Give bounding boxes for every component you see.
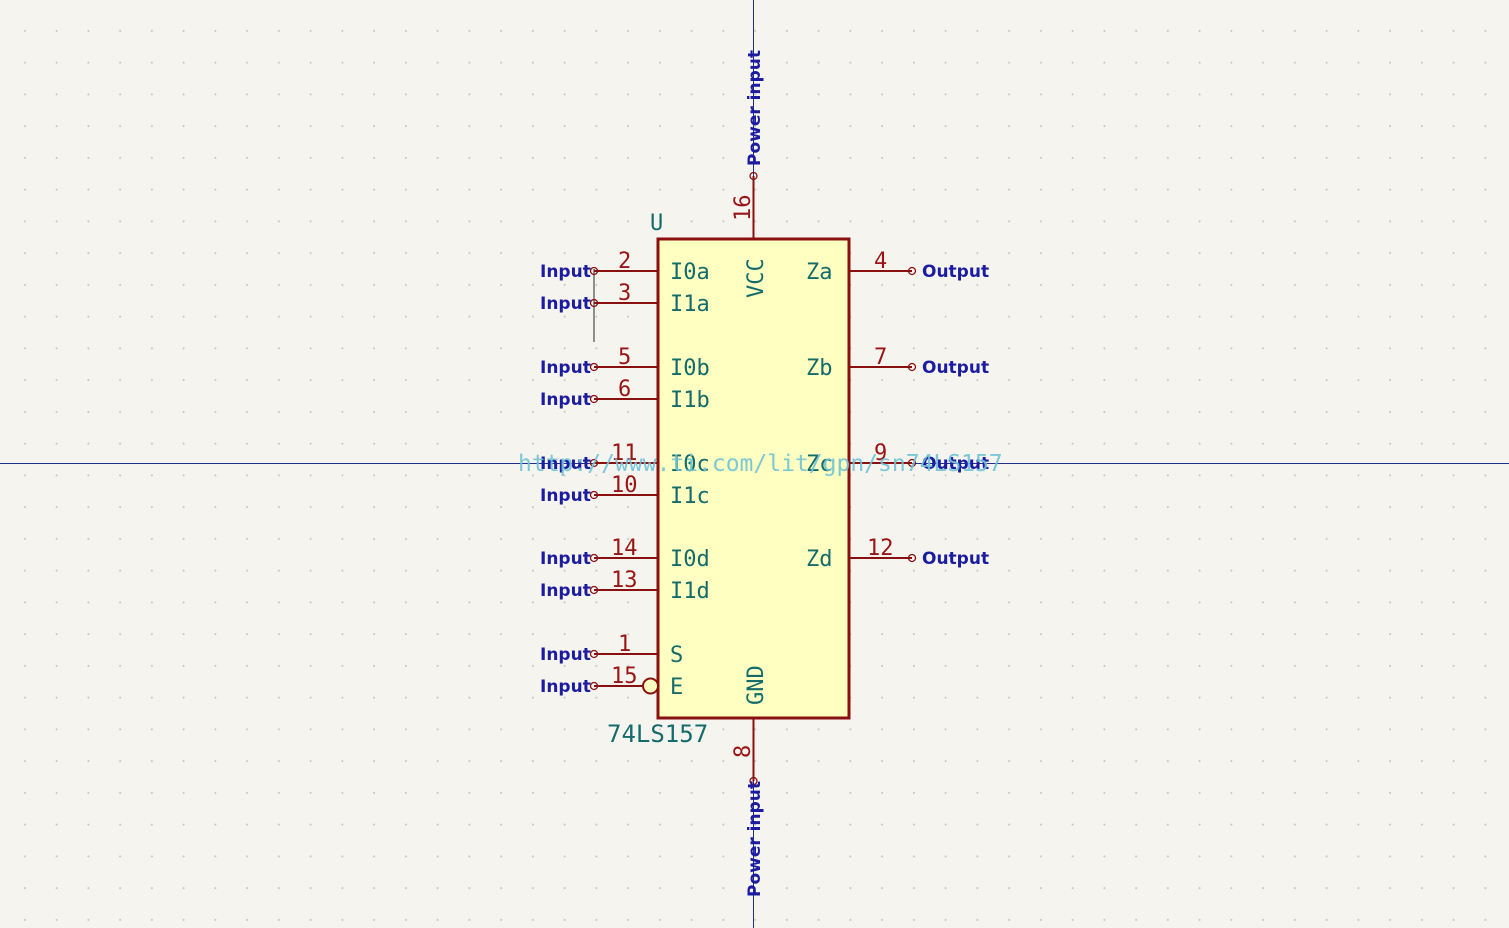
reference-designator[interactable]: U [650, 211, 663, 236]
electrical-type-i1c: Input [540, 486, 591, 506]
pin-number-i1d: 13 [611, 568, 638, 593]
electrical-type-zb: Output [922, 358, 989, 378]
datasheet-link[interactable]: http://www.ti.com/lit/gpn/sn74LS157 [518, 451, 1003, 477]
pin-number-i1a: 3 [618, 281, 631, 306]
pin-number-zc: 9 [874, 441, 887, 466]
electrical-type-i0b: Input [540, 358, 591, 378]
pin-end-marker [589, 458, 599, 468]
pin-zc[interactable]: 9 Zc Output [806, 441, 989, 477]
pin-name-i1b: I1b [670, 388, 710, 413]
pin-i0b[interactable]: 5 I0b Input [540, 345, 710, 381]
pin-i0c[interactable]: 11 I0c Input [540, 441, 710, 477]
electrical-type-i1a: Input [540, 294, 591, 314]
pin-name-zd: Zd [806, 547, 833, 572]
pin-number-vcc: 16 [731, 195, 756, 222]
pin-number-i1b: 6 [618, 377, 631, 402]
electrical-type-gnd: Power input [745, 781, 765, 897]
pin-number-i0d: 14 [611, 536, 638, 561]
electrical-type-zc: Output [922, 454, 989, 474]
pin-name-e: E [670, 675, 683, 700]
pin-s[interactable]: 1 S Input [540, 632, 683, 668]
pin-end-marker [749, 171, 758, 181]
electrical-type-s: Input [540, 645, 591, 665]
component-74ls157[interactable]: U 74LS157 [607, 211, 851, 748]
electrical-type-e: Input [540, 677, 591, 697]
pin-number-i0c: 11 [611, 441, 638, 466]
pin-i0d[interactable]: 14 I0d Input [540, 536, 710, 572]
pin-name-s: S [670, 643, 683, 668]
pin-zb[interactable]: 7 Zb Output [806, 345, 989, 381]
pin-end-marker [589, 585, 599, 595]
pin-number-i0a: 2 [618, 249, 631, 274]
pin-name-vcc: VCC [744, 258, 769, 298]
pin-i1d[interactable]: 13 I1d Input [540, 568, 710, 604]
inversion-bubble [642, 677, 659, 695]
pin-end-marker [907, 458, 917, 468]
pin-za[interactable]: 4 Za Output [806, 249, 989, 285]
pin-number-zb: 7 [874, 345, 887, 370]
pin-number-i1c: 10 [611, 473, 638, 498]
pin-i1b[interactable]: 6 I1b Input [540, 377, 710, 413]
pin-name-i0b: I0b [670, 356, 710, 381]
electrical-type-za: Output [922, 262, 989, 282]
pin-end-marker [589, 553, 599, 563]
electrical-type-i1d: Input [540, 581, 591, 601]
pin-number-gnd: 8 [731, 745, 756, 758]
pin-number-e: 15 [611, 664, 638, 689]
component-value[interactable]: 74LS157 [607, 720, 708, 748]
pin-vcc[interactable]: 16 VCC Power input [731, 50, 769, 298]
electrical-type-i0d: Input [540, 549, 591, 569]
pin-end-marker [907, 553, 917, 563]
pin-name-i0d: I0d [670, 547, 710, 572]
pin-end-marker [907, 362, 917, 372]
pin-i1a[interactable]: 3 I1a Input [540, 281, 710, 317]
pin-name-zc: Zc [806, 452, 833, 477]
electrical-type-vcc: Power input [745, 50, 765, 166]
electrical-type-i1b: Input [540, 390, 591, 410]
pin-name-i1c: I1c [670, 484, 710, 509]
pin-end-marker [589, 490, 599, 500]
pin-number-s: 1 [618, 632, 631, 657]
pin-end-marker [589, 681, 599, 691]
component-body[interactable] [656, 237, 851, 720]
pin-name-zb: Zb [806, 356, 833, 381]
pin-end-marker [589, 394, 599, 404]
pin-end-marker [749, 776, 758, 786]
electrical-type-i0c: Input [540, 454, 591, 474]
pin-end-marker [589, 298, 599, 308]
pin-end-marker [589, 266, 599, 276]
pin-number-zd: 12 [867, 536, 894, 561]
pin-end-marker [907, 266, 917, 276]
pin-name-i0c: I0c [670, 452, 710, 477]
pin-name-i0a: I0a [670, 260, 710, 285]
pin-gnd[interactable]: 8 GND Power input [731, 665, 769, 897]
electrical-type-i0a: Input [540, 262, 591, 282]
pin-name-gnd: GND [744, 665, 769, 705]
pin-number-i0b: 5 [618, 345, 631, 370]
pin-zd[interactable]: 12 Zd Output [806, 536, 989, 572]
pin-end-marker [589, 649, 599, 659]
pin-i1c[interactable]: 10 I1c Input [540, 473, 710, 509]
pin-end-marker [589, 362, 599, 372]
pin-e[interactable]: 15 E Input [540, 664, 683, 700]
pin-name-za: Za [806, 260, 833, 285]
pin-name-i1d: I1d [670, 579, 710, 604]
electrical-type-zd: Output [922, 549, 989, 569]
pin-name-i1a: I1a [670, 292, 710, 317]
pin-i0a[interactable]: 2 I0a Input [540, 249, 710, 285]
pin-number-za: 4 [874, 249, 887, 274]
